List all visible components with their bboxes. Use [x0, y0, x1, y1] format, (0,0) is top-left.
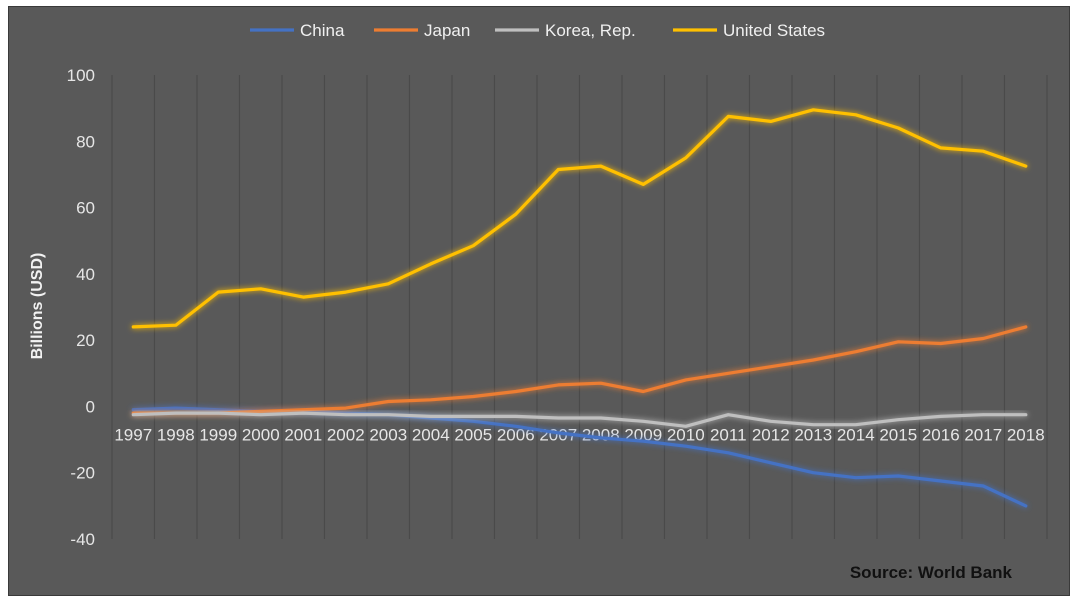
source-note: Source: World Bank	[850, 563, 1013, 582]
y-tick-label: 0	[86, 397, 95, 416]
x-tick-label: 2012	[752, 425, 790, 444]
legend-label: United States	[723, 21, 825, 40]
y-axis-label: Billions (USD)	[29, 253, 46, 360]
legend-label: Korea, Rep.	[545, 21, 636, 40]
x-tick-label: 2010	[667, 425, 705, 444]
series-line-korea-rep	[131, 411, 1028, 428]
x-tick-label: 2017	[964, 425, 1002, 444]
y-axis-tick-labels: -40 -20 0 20 40 60 80 100	[67, 66, 95, 549]
x-tick-label: 2014	[837, 425, 875, 444]
y-tick-label: 80	[76, 132, 95, 151]
x-axis-tick-labels: 1997 1998 1999 2000 2001 2002 2003 2004 2005 2006…	[114, 425, 1044, 444]
legend: China Japan Korea, Rep. United States	[250, 21, 825, 40]
x-tick-label: 2002	[327, 425, 365, 444]
x-tick-label: 2004	[412, 425, 450, 444]
y-tick-label: -20	[70, 464, 95, 483]
legend-label: Japan	[424, 21, 470, 40]
x-tick-label: 2013	[794, 425, 832, 444]
y-tick-label: 60	[76, 199, 95, 218]
y-tick-label: 20	[76, 331, 95, 350]
chart-frame	[8, 6, 1070, 596]
legend-label: China	[300, 21, 345, 40]
x-tick-label: 2006	[497, 425, 535, 444]
series-line-japan	[131, 325, 1028, 415]
y-tick-label: -40	[70, 530, 95, 549]
x-tick-label: 2015	[879, 425, 917, 444]
series-line-united-states	[131, 108, 1028, 329]
x-tick-label: 2003	[369, 425, 407, 444]
series-lines	[131, 108, 1028, 508]
x-tick-label: 1997	[114, 425, 152, 444]
x-tick-label: 2000	[242, 425, 280, 444]
x-tick-label: 2018	[1007, 425, 1045, 444]
gridlines	[111, 75, 1048, 539]
x-tick-label: 2005	[454, 425, 492, 444]
x-tick-label: 2011	[710, 425, 747, 444]
x-tick-label: 2016	[922, 425, 960, 444]
y-tick-label: 100	[67, 66, 95, 85]
x-tick-label: 2001	[284, 425, 322, 444]
y-tick-label: 40	[76, 265, 95, 284]
x-tick-label: 1998	[157, 425, 195, 444]
x-tick-label: 1999	[199, 425, 237, 444]
